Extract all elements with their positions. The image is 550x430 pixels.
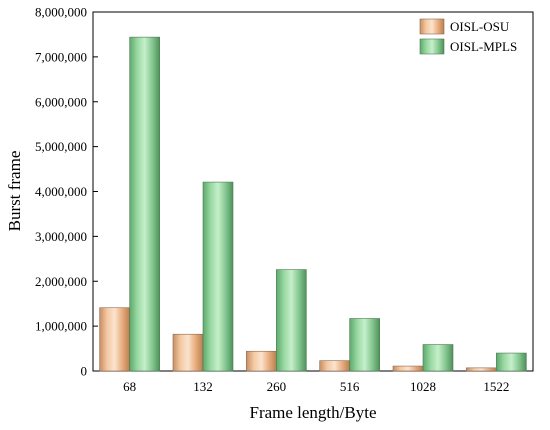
legend-swatch-osu [419,18,445,35]
bar-oisl-mpls-68 [129,36,160,372]
y-tick-label: 7,000,000 [35,49,87,64]
bar-oisl-mpls-132 [202,181,234,372]
bar-oisl-osu-1028 [392,365,424,372]
y-tick-label: 5,000,000 [35,139,87,154]
legend-label-osu: OISL-OSU [450,19,510,34]
bar-oisl-mpls-1522 [496,352,527,372]
bar-oisl-osu-516 [319,360,350,372]
bars-layer [99,36,527,372]
x-tick-label: 1028 [410,379,436,394]
bar-oisl-mpls-1028 [422,344,454,372]
legend-label-mpls: OISL-MPLS [450,39,517,54]
x-tick-label: 132 [193,379,213,394]
bar-oisl-mpls-260 [276,269,307,372]
legend-swatch-mpls [419,38,445,55]
x-tick-label: 1522 [483,379,509,394]
bar-oisl-osu-260 [246,350,277,372]
x-axis-title: Frame length/Byte [249,403,376,422]
bar-oisl-mpls-516 [349,318,380,372]
y-tick-label: 8,000,000 [35,5,87,20]
y-tick-label: 0 [81,364,88,379]
y-axis: 0 1,000,000 2,000,000 3,000,000 4,000,000 5,0… [35,5,98,379]
y-tick-label: 3,000,000 [35,229,87,244]
y-tick-label: 1,000,000 [35,319,87,334]
x-tick-label: 260 [267,379,287,394]
bar-oisl-osu-132 [172,333,204,372]
y-tick-label: 4,000,000 [35,184,87,199]
x-axis: 68 132 260 516 1028 1522 [123,379,509,394]
bar-oisl-osu-68 [99,307,130,372]
y-tick-label: 6,000,000 [35,94,87,109]
x-tick-label: 516 [340,379,360,394]
x-tick-label: 68 [123,379,136,394]
legend: OISL-OSU OISL-MPLS [419,18,517,55]
bar-oisl-osu-1522 [466,367,497,372]
y-axis-title: Burst frame [5,151,24,232]
y-tick-label: 2,000,000 [35,274,87,289]
